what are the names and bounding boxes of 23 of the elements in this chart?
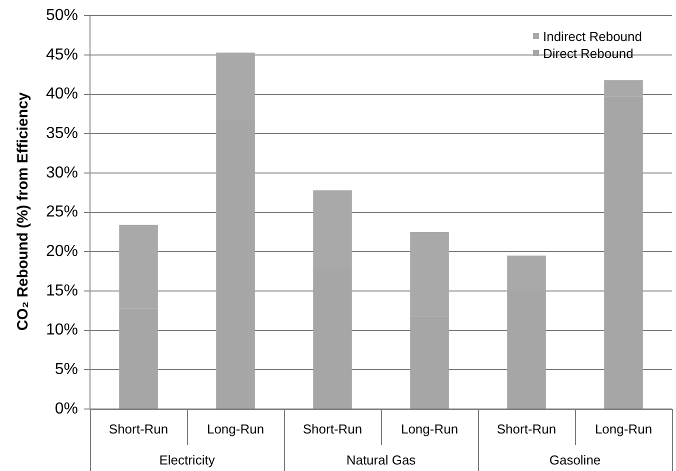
x-tick-label: Short-Run [302, 422, 362, 437]
y-tick-label: 45% [46, 46, 78, 64]
y-tick-label: 10% [46, 322, 78, 339]
x-tick-label: Long-Run [206, 422, 264, 437]
text: Natural Gas [346, 452, 416, 468]
legend-label: Direct Rebound [542, 44, 634, 62]
text: Gasoline [549, 452, 601, 468]
y-tick-label: 0% [54, 400, 78, 418]
y-tick-label: 15% [46, 282, 78, 300]
x-tick-label: Long-Run [400, 422, 458, 437]
x-tick-label: Long-Run [594, 422, 652, 437]
y-tick-label: 35% [46, 125, 78, 142]
x-tick-label: Short-Run [496, 422, 556, 437]
y-tick-label: 30% [46, 164, 78, 182]
y-tick-label: 40% [46, 86, 78, 103]
y-tick-label: 20% [46, 243, 78, 260]
y-tick-label: 25% [46, 204, 78, 221]
x-tick-label: Short-Run [108, 422, 168, 437]
y-tick-label: 5% [54, 361, 78, 378]
y-axis-title: CO₂ Rebound (%) from Efficiency [14, 92, 32, 331]
legend-label: Indirect Rebound [542, 28, 642, 45]
text: Electricity [159, 452, 216, 468]
y-tick-label: 50% [46, 7, 78, 24]
